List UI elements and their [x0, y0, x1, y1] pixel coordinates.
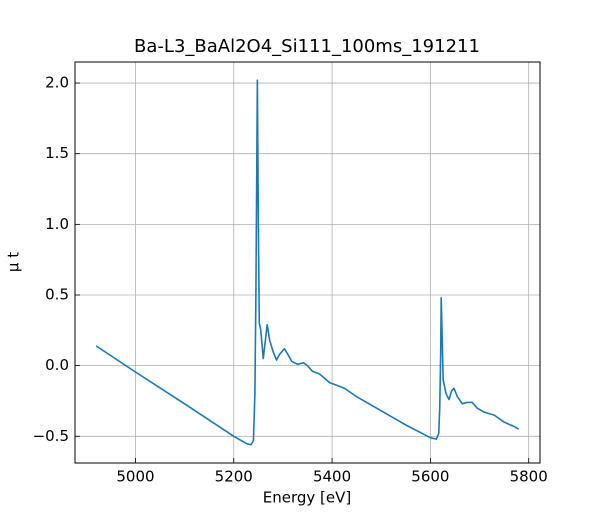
x-tick-label: 5000 — [116, 468, 154, 486]
y-tick-label: 0.5 — [45, 285, 69, 303]
x-tick-label: 5400 — [313, 468, 351, 486]
x-axis-label: Energy [eV] — [263, 489, 351, 507]
y-tick-label: 1.0 — [45, 215, 69, 233]
y-tick-label: 2.0 — [45, 74, 69, 92]
x-tick-label: 5800 — [510, 468, 548, 486]
x-tick-label: 5200 — [215, 468, 253, 486]
chart-title: Ba-L3_BaAl2O4_Si111_100ms_191211 — [134, 36, 480, 57]
y-tick-label: 1.5 — [45, 144, 69, 162]
plot-frame — [74, 61, 541, 464]
y-axis-label: μ t — [5, 252, 23, 272]
x-tick-label: 5600 — [411, 468, 449, 486]
y-tick-label: 0.0 — [45, 356, 69, 374]
data-line — [95, 79, 520, 446]
y-tick-label: −0.5 — [33, 427, 69, 445]
